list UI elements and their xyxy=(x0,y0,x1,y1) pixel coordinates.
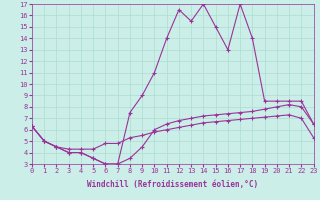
X-axis label: Windchill (Refroidissement éolien,°C): Windchill (Refroidissement éolien,°C) xyxy=(87,180,258,189)
